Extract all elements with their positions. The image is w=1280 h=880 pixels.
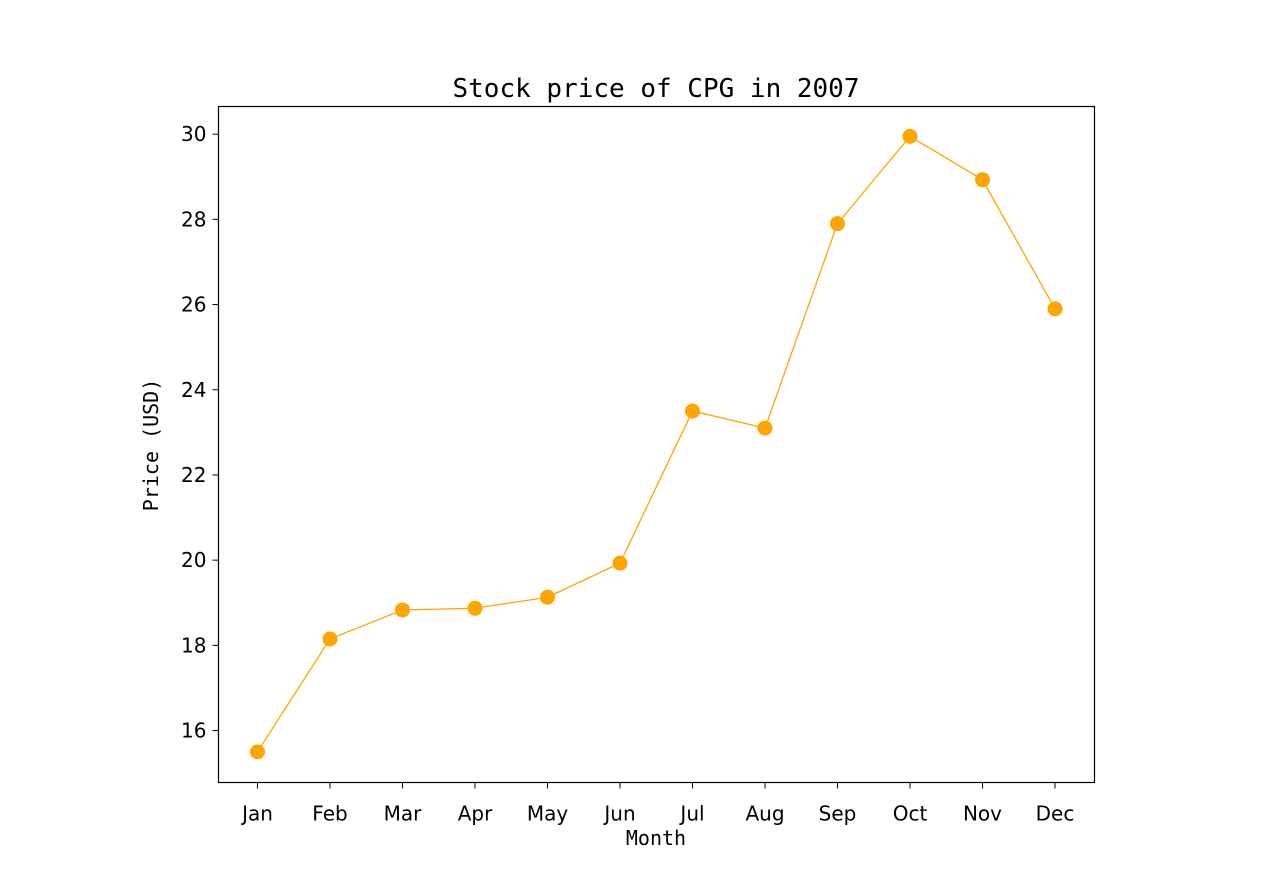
y-tick-label: 28 — [181, 207, 206, 231]
y-tick-label: 20 — [181, 548, 206, 572]
x-tick-label: Oct — [893, 802, 928, 826]
x-tick-label: Feb — [312, 802, 347, 826]
x-tick-label: May — [527, 802, 569, 826]
y-tick-label: 16 — [181, 719, 206, 743]
data-point — [395, 602, 410, 618]
x-tick-label: Mar — [384, 802, 423, 826]
data-point — [467, 600, 483, 616]
y-tick-label: 24 — [181, 378, 206, 402]
x-tick-label: Dec — [1036, 802, 1075, 826]
x-tick-label: Nov — [963, 802, 1002, 826]
x-tick-label: Sep — [819, 802, 857, 826]
data-point — [322, 631, 338, 647]
data-point — [1047, 301, 1063, 317]
x-axis: Jan Feb Mar Apr May Jun Jul Aug Sep Oct Nov Dec — [240, 782, 1075, 826]
data-point — [757, 420, 773, 436]
data-point — [902, 128, 918, 144]
y-tick-label: 26 — [181, 293, 206, 317]
x-tick-label: Apr — [458, 802, 493, 826]
x-tick-label: Aug — [745, 802, 784, 826]
plot-area — [217, 105, 1096, 784]
data-point — [685, 403, 700, 419]
data-point — [612, 555, 628, 571]
y-tick-label: 22 — [181, 463, 206, 487]
chart-title: Stock price of CPG in 2007 — [453, 74, 860, 104]
series-line — [256, 135, 1056, 753]
y-tick-label: 18 — [181, 633, 206, 657]
data-point — [975, 172, 990, 188]
x-tick-label: Jan — [240, 802, 273, 826]
x-axis-label: Month — [626, 826, 686, 850]
x-tick-label: Jul — [678, 802, 704, 826]
y-axis: 16 18 20 22 24 26 28 30 — [181, 122, 219, 743]
data-point — [540, 589, 555, 605]
series-layer — [250, 128, 1063, 760]
data-point — [830, 216, 845, 232]
y-tick-label: 30 — [181, 122, 206, 146]
y-axis-label: Price (USD) — [139, 379, 163, 511]
x-tick-label: Jun — [602, 802, 635, 826]
data-point — [250, 744, 265, 760]
